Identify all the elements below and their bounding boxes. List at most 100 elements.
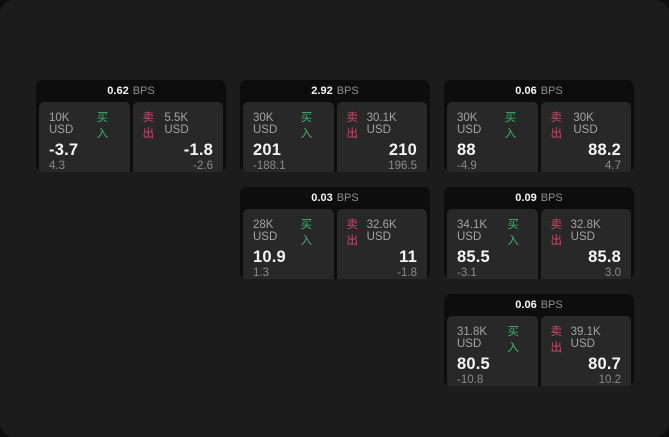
buy-delta: 1.3 <box>253 267 269 279</box>
buy-delta: 4.3 <box>49 160 65 172</box>
buy-size: 31.8K USD <box>457 326 488 350</box>
buy-price: -3.7 <box>49 141 79 159</box>
buy-side-label: 买入 <box>507 219 519 247</box>
bps-unit-label: BPS <box>540 85 563 97</box>
sell-side-label: 卖出 <box>550 326 563 354</box>
quote-card: 0.62 BPS 10K USD 买入 -3.7 4.3 卖出 5.5K USD… <box>36 80 226 172</box>
buy-side-label: 买入 <box>504 112 517 140</box>
sell-delta: -2.6 <box>193 160 213 172</box>
bps-value: 0.06 <box>515 85 537 97</box>
buy-panel-top: 30K USD 买入 <box>253 109 324 141</box>
buy-quote-panel[interactable]: 10K USD 买入 -3.7 4.3 <box>39 102 130 172</box>
sell-price: 85.8 <box>588 248 621 266</box>
buy-quote-panel[interactable]: 30K USD 买入 201 -188.1 <box>243 102 334 172</box>
buy-size: 34.1K USD <box>457 219 488 243</box>
quote-card: 0.06 BPS 30K USD 买入 88 -4.9 卖出 30K USD 8… <box>444 80 634 172</box>
sell-price: 11 <box>399 248 417 266</box>
quote-card: 0.09 BPS 34.1K USD 买入 85.5 -3.1 卖出 32.8K… <box>444 187 634 279</box>
sell-panel-top: 卖出 5.5K USD <box>143 109 214 141</box>
quote-panels: 10K USD 买入 -3.7 4.3 卖出 5.5K USD -1.8 -2.… <box>36 102 226 172</box>
bps-value: 0.09 <box>515 192 537 204</box>
sell-delta: -1.8 <box>397 267 417 279</box>
sell-side-label: 卖出 <box>550 219 563 247</box>
buy-side-label: 买入 <box>300 219 313 247</box>
buy-delta: -188.1 <box>253 160 286 172</box>
buy-delta: -10.8 <box>457 374 484 386</box>
sell-delta: 10.2 <box>598 374 621 386</box>
sell-side-label: 卖出 <box>550 112 563 140</box>
buy-quote-panel[interactable]: 34.1K USD 买入 85.5 -3.1 <box>447 209 538 279</box>
sell-side-label: 卖出 <box>346 112 359 140</box>
quote-panels: 30K USD 买入 201 -188.1 卖出 30.1K USD 210 1… <box>240 102 430 172</box>
sell-price: 210 <box>388 141 417 159</box>
buy-delta: -4.9 <box>457 160 477 172</box>
sell-size: 30.1K USD <box>366 112 397 136</box>
bps-unit-label: BPS <box>336 192 359 204</box>
buy-quote-panel[interactable]: 31.8K USD 买入 80.5 -10.8 <box>447 316 538 386</box>
bps-value: 0.03 <box>311 192 333 204</box>
sell-size: 32.6K USD <box>366 219 397 243</box>
sell-side-label: 卖出 <box>142 112 155 140</box>
bps-header: 0.09 BPS <box>444 187 634 209</box>
bps-header: 2.92 BPS <box>240 80 430 102</box>
quote-panels: 28K USD 买入 10.9 1.3 卖出 32.6K USD 11 -1.8 <box>240 209 430 279</box>
bps-header: 0.62 BPS <box>36 80 226 102</box>
buy-quote-panel[interactable]: 28K USD 买入 10.9 1.3 <box>243 209 334 279</box>
bps-unit-label: BPS <box>132 85 155 97</box>
buy-panel-top: 28K USD 买入 <box>253 216 324 248</box>
sell-quote-panel[interactable]: 卖出 30K USD 88.2 4.7 <box>540 102 631 172</box>
buy-price: 88 <box>457 141 476 159</box>
bps-value: 0.62 <box>107 85 129 97</box>
buy-side-label: 买入 <box>507 326 519 354</box>
buy-price: 85.5 <box>457 248 490 266</box>
sell-price: 80.7 <box>588 355 621 373</box>
sell-delta: 196.5 <box>388 160 417 172</box>
buy-size: 10K USD <box>49 112 74 136</box>
quote-card: 2.92 BPS 30K USD 买入 201 -188.1 卖出 30.1K … <box>240 80 430 172</box>
buy-price: 201 <box>253 141 282 159</box>
buy-panel-top: 30K USD 买入 <box>457 109 528 141</box>
quote-panels: 30K USD 买入 88 -4.9 卖出 30K USD 88.2 4.7 <box>444 102 634 172</box>
sell-size: 32.8K USD <box>570 219 601 243</box>
bps-value: 2.92 <box>311 85 333 97</box>
quote-panels: 34.1K USD 买入 85.5 -3.1 卖出 32.8K USD 85.8… <box>444 209 634 279</box>
sell-panel-top: 卖出 32.6K USD <box>347 216 418 248</box>
quote-card: 0.06 BPS 31.8K USD 买入 80.5 -10.8 卖出 39.1… <box>444 294 634 386</box>
bps-header: 0.03 BPS <box>240 187 430 209</box>
sell-quote-panel[interactable]: 卖出 32.8K USD 85.8 3.0 <box>540 209 631 279</box>
bps-unit-label: BPS <box>540 192 563 204</box>
buy-side-label: 买入 <box>96 112 109 140</box>
buy-delta: -3.1 <box>457 267 477 279</box>
buy-size: 28K USD <box>253 219 278 243</box>
buy-price: 10.9 <box>253 248 286 266</box>
buy-price: 80.5 <box>457 355 490 373</box>
sell-panel-top: 卖出 39.1K USD <box>551 323 622 355</box>
sell-quote-panel[interactable]: 卖出 39.1K USD 80.7 10.2 <box>540 316 631 386</box>
sell-price: -1.8 <box>183 141 213 159</box>
sell-panel-top: 卖出 30.1K USD <box>347 109 418 141</box>
buy-panel-top: 34.1K USD 买入 <box>457 216 528 248</box>
sell-quote-panel[interactable]: 卖出 5.5K USD -1.8 -2.6 <box>132 102 223 172</box>
quote-card: 0.03 BPS 28K USD 买入 10.9 1.3 卖出 32.6K US… <box>240 187 430 279</box>
bps-value: 0.06 <box>515 299 537 311</box>
buy-panel-top: 10K USD 买入 <box>49 109 120 141</box>
sell-panel-top: 卖出 32.8K USD <box>551 216 622 248</box>
sell-quote-panel[interactable]: 卖出 32.6K USD 11 -1.8 <box>336 209 427 279</box>
sell-size: 39.1K USD <box>570 326 601 350</box>
sell-delta: 3.0 <box>605 267 621 279</box>
buy-side-label: 买入 <box>300 112 313 140</box>
buy-panel-top: 31.8K USD 买入 <box>457 323 528 355</box>
sell-size: 5.5K USD <box>164 112 189 136</box>
sell-delta: 4.7 <box>605 160 621 172</box>
bps-header: 0.06 BPS <box>444 294 634 316</box>
bps-unit-label: BPS <box>540 299 563 311</box>
sell-quote-panel[interactable]: 卖出 30.1K USD 210 196.5 <box>336 102 427 172</box>
bps-unit-label: BPS <box>336 85 359 97</box>
quote-panels: 31.8K USD 买入 80.5 -10.8 卖出 39.1K USD 80.… <box>444 316 634 386</box>
buy-size: 30K USD <box>253 112 278 136</box>
sell-price: 88.2 <box>588 141 621 159</box>
sell-side-label: 卖出 <box>346 219 359 247</box>
sell-size: 30K USD <box>573 112 598 136</box>
buy-quote-panel[interactable]: 30K USD 买入 88 -4.9 <box>447 102 538 172</box>
